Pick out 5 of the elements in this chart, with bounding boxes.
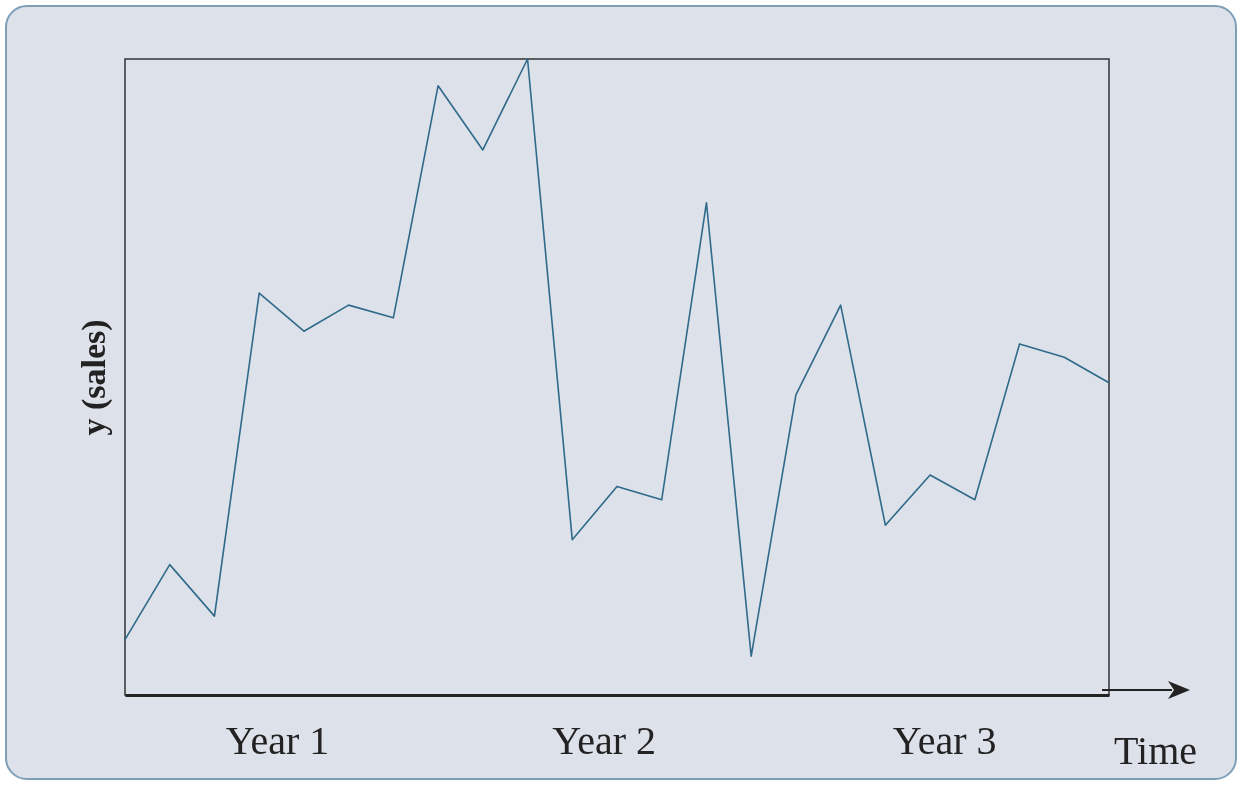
text: Year 1: [225, 718, 330, 763]
text: Year 3: [892, 718, 997, 763]
text: Year 2: [552, 718, 657, 763]
y-axis-title: y (sales): [74, 319, 113, 436]
x-axis-title: Time: [1113, 727, 1198, 773]
